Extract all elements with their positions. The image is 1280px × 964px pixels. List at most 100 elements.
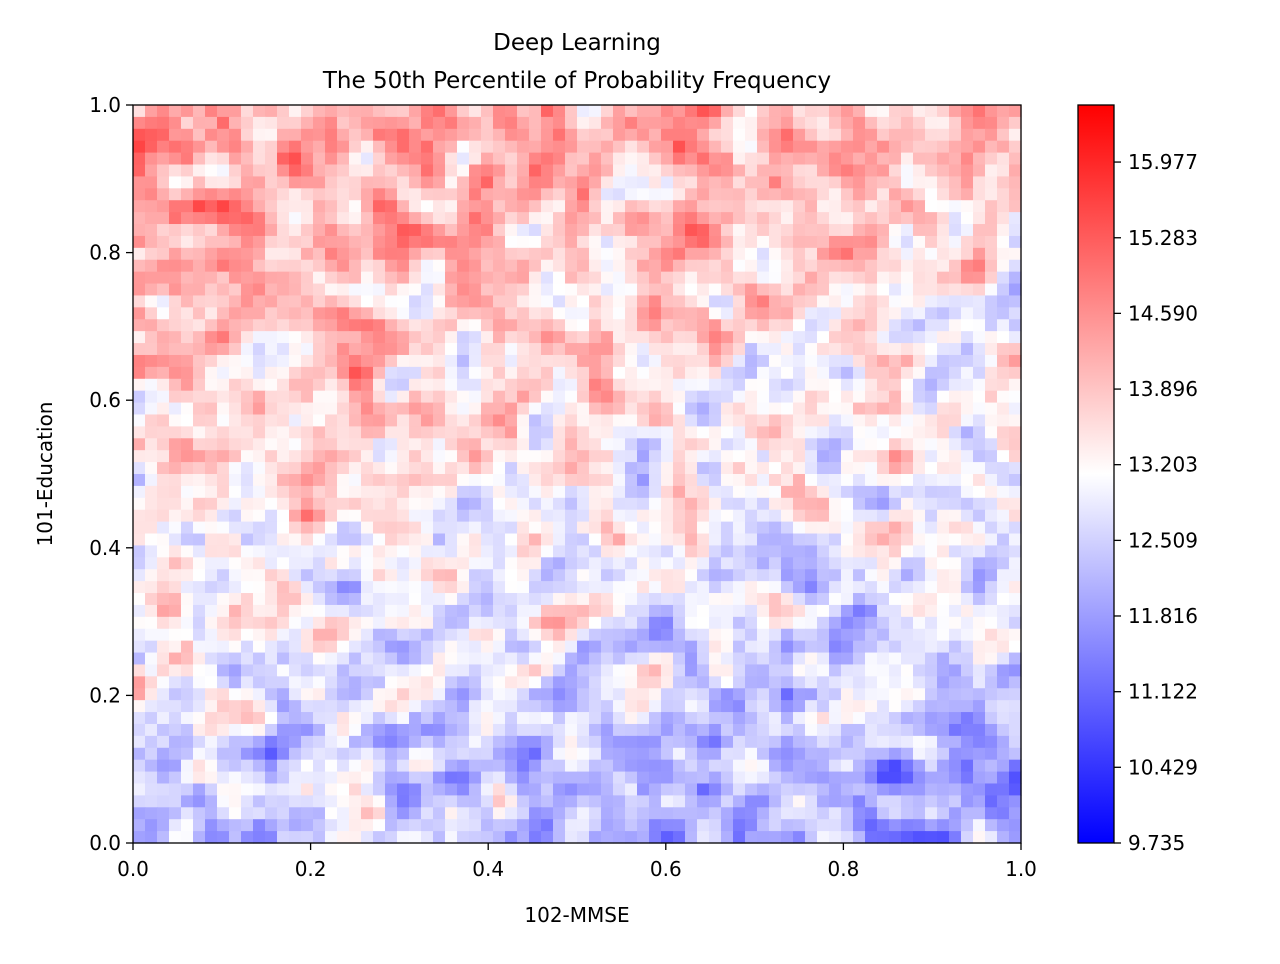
heatmap-cell bbox=[205, 235, 218, 249]
heatmap-cell bbox=[757, 390, 770, 404]
heatmap-cell bbox=[793, 474, 806, 487]
heatmap-cell bbox=[541, 164, 554, 178]
heatmap-cell bbox=[565, 628, 578, 642]
heatmap-cell bbox=[229, 450, 242, 463]
heatmap-cell bbox=[433, 712, 446, 725]
heatmap-cell bbox=[229, 331, 242, 344]
heatmap-cell bbox=[937, 343, 950, 356]
heatmap-cell bbox=[265, 795, 278, 808]
heatmap-cell bbox=[985, 557, 998, 570]
heatmap-cell bbox=[277, 105, 290, 118]
heatmap-cell bbox=[241, 354, 254, 368]
heatmap-cell bbox=[601, 224, 614, 237]
heatmap-cell bbox=[517, 688, 530, 701]
heatmap-cell bbox=[433, 354, 446, 368]
heatmap-cell bbox=[433, 235, 446, 249]
heatmap-cell bbox=[1009, 247, 1022, 261]
colorbar-tick-label: 13.203 bbox=[1128, 453, 1198, 477]
heatmap-cell bbox=[217, 521, 230, 535]
heatmap-cell bbox=[973, 735, 986, 749]
heatmap-cell bbox=[277, 474, 290, 487]
heatmap-cell bbox=[745, 521, 758, 535]
heatmap-cell bbox=[493, 235, 506, 249]
heatmap-cell bbox=[985, 402, 998, 416]
heatmap-cell bbox=[301, 140, 314, 154]
heatmap-cell bbox=[481, 271, 494, 285]
heatmap-cell bbox=[649, 438, 662, 451]
heatmap-cell bbox=[781, 509, 794, 523]
heatmap-cell bbox=[349, 462, 362, 475]
heatmap-cell bbox=[289, 723, 302, 737]
heatmap-cell bbox=[193, 307, 206, 320]
heatmap-cell bbox=[937, 462, 950, 475]
heatmap-cell bbox=[193, 545, 206, 558]
heatmap-cell bbox=[397, 581, 410, 594]
heatmap-cell bbox=[529, 533, 542, 547]
heatmap-cell bbox=[733, 390, 746, 404]
heatmap-cell bbox=[457, 152, 470, 166]
heatmap-cell bbox=[373, 105, 386, 118]
heatmap-cell bbox=[565, 676, 578, 689]
heatmap-cell bbox=[925, 307, 938, 320]
heatmap-cell bbox=[313, 128, 326, 142]
heatmap-cell bbox=[313, 343, 326, 356]
heatmap-cell bbox=[337, 688, 350, 701]
heatmap-cell bbox=[601, 509, 614, 523]
heatmap-cell bbox=[397, 593, 410, 606]
heatmap-cell bbox=[133, 247, 146, 261]
heatmap-cell bbox=[445, 474, 458, 487]
heatmap-cell bbox=[229, 557, 242, 570]
heatmap-cell bbox=[637, 759, 650, 773]
heatmap-cell bbox=[877, 831, 890, 844]
heatmap-cell bbox=[217, 402, 230, 416]
heatmap-cell bbox=[625, 474, 638, 487]
heatmap-cell bbox=[841, 295, 854, 308]
heatmap-cell bbox=[445, 676, 458, 689]
heatmap-cell bbox=[397, 105, 410, 118]
heatmap-cell bbox=[685, 140, 698, 154]
heatmap-cell bbox=[493, 164, 506, 178]
heatmap-cell bbox=[601, 676, 614, 689]
heatmap-cell bbox=[577, 307, 590, 320]
heatmap-cell bbox=[217, 200, 230, 213]
heatmap-cell bbox=[409, 759, 422, 773]
heatmap-cell bbox=[169, 676, 182, 689]
heatmap-cell bbox=[517, 259, 530, 273]
heatmap-cell bbox=[673, 474, 686, 487]
heatmap-cell bbox=[181, 140, 194, 154]
heatmap-cell bbox=[193, 140, 206, 154]
heatmap-cell bbox=[205, 509, 218, 523]
heatmap-cell bbox=[733, 307, 746, 320]
heatmap-cell bbox=[445, 450, 458, 463]
heatmap-cell bbox=[157, 628, 170, 642]
heatmap-cell bbox=[373, 176, 386, 189]
heatmap-cell bbox=[409, 152, 422, 166]
heatmap-cell bbox=[301, 402, 314, 416]
heatmap-cell bbox=[961, 795, 974, 808]
heatmap-cell bbox=[709, 140, 722, 154]
heatmap-cell bbox=[961, 247, 974, 261]
heatmap-cell bbox=[505, 259, 518, 273]
heatmap-cell bbox=[673, 807, 686, 820]
heatmap-cell bbox=[421, 771, 434, 785]
heatmap-cell bbox=[265, 212, 278, 225]
heatmap-cell bbox=[145, 557, 158, 570]
heatmap-cell bbox=[1009, 700, 1022, 713]
heatmap-cell bbox=[733, 164, 746, 178]
heatmap-cell bbox=[769, 604, 782, 618]
heatmap-cell bbox=[385, 509, 398, 523]
heatmap-cell bbox=[721, 224, 734, 237]
heatmap-cell bbox=[829, 497, 842, 511]
heatmap-cell bbox=[817, 140, 830, 154]
heatmap-cell bbox=[709, 426, 722, 439]
heatmap-cell bbox=[1009, 509, 1022, 523]
heatmap-cell bbox=[289, 831, 302, 844]
heatmap-cell bbox=[457, 354, 470, 368]
heatmap-cell bbox=[913, 152, 926, 166]
heatmap-cell bbox=[385, 497, 398, 511]
heatmap-cell bbox=[373, 676, 386, 689]
heatmap-cell bbox=[481, 807, 494, 820]
heatmap-cell bbox=[349, 331, 362, 344]
heatmap-cell bbox=[697, 247, 710, 261]
heatmap-cell bbox=[481, 664, 494, 677]
